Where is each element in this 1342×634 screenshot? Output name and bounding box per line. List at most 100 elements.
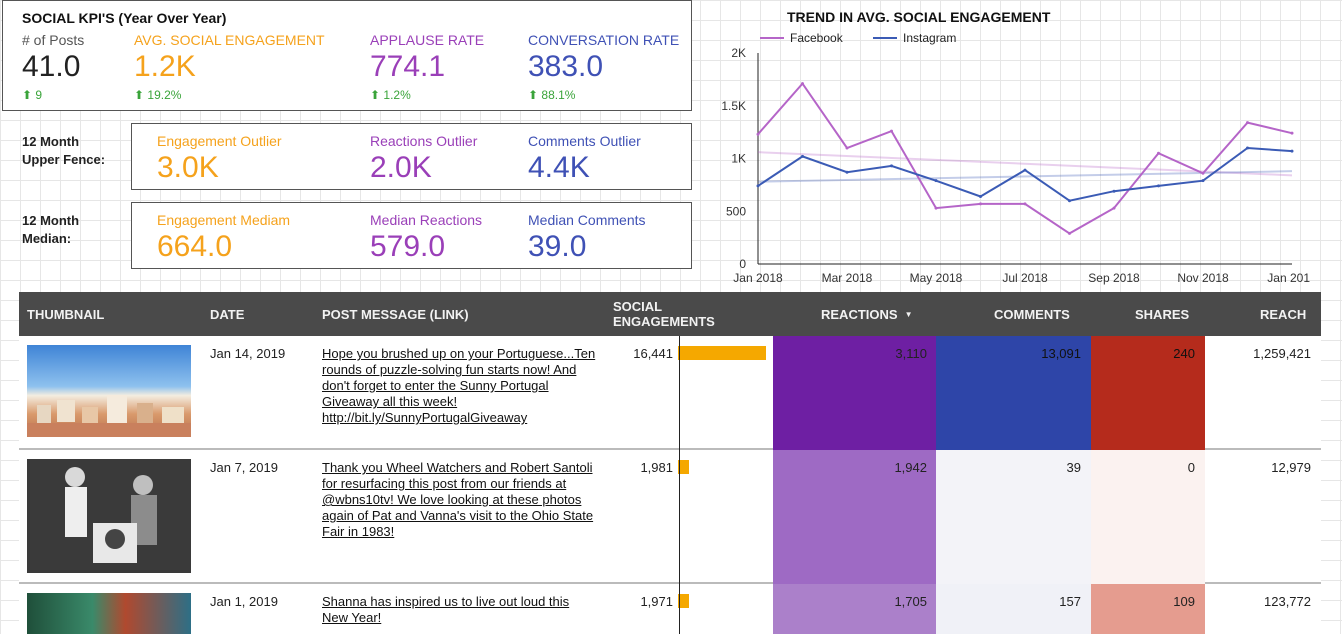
facebook-point[interactable] xyxy=(1246,121,1249,125)
engagement-outlier-value: 3.0K xyxy=(157,151,219,184)
kpi-conversation-delta: ⬆ 88.1% xyxy=(528,88,679,102)
shares-heat-cell xyxy=(1091,336,1205,450)
median-comments-value: 39.0 xyxy=(528,230,587,263)
thumbnail-image[interactable] xyxy=(27,345,191,437)
instagram-point[interactable] xyxy=(1068,199,1071,203)
instagram-point[interactable] xyxy=(1157,184,1160,188)
kpi-applause-delta: ⬆ 1.2% xyxy=(370,88,484,102)
facebook-point[interactable] xyxy=(1112,206,1116,210)
thumbnail-image[interactable] xyxy=(27,593,191,634)
facebook-point[interactable] xyxy=(1157,151,1160,155)
x-tick-label: Mar 2018 xyxy=(822,271,873,285)
header-shares[interactable]: SHARES xyxy=(1135,306,1190,322)
post-reach: 1,259,421 xyxy=(1253,346,1311,361)
instagram-point[interactable] xyxy=(756,184,760,188)
median-reactions-value: 579.0 xyxy=(370,230,446,263)
table-header: THUMBNAIL DATE POST MESSAGE (LINK) SOCIA… xyxy=(19,292,1321,336)
y-tick-label: 500 xyxy=(726,204,746,218)
engagement-outlier-label: Engagement Outlier xyxy=(157,133,282,149)
y-tick-label: 0 xyxy=(739,257,746,271)
facebook-point[interactable] xyxy=(934,206,938,210)
kpi-applause-value: 774.1 xyxy=(370,50,446,83)
legend-instagram[interactable]: Instagram xyxy=(873,31,956,45)
median-reactions-label: Median Reactions xyxy=(370,212,483,228)
thumbnail-image[interactable] xyxy=(27,459,191,573)
post-engagements: 1,981 xyxy=(640,460,673,475)
comments-outlier-label: Comments Outlier xyxy=(528,133,641,149)
post-shares: 240 xyxy=(1173,346,1195,361)
legend-facebook[interactable]: Facebook xyxy=(760,31,843,45)
legend-facebook-label: Facebook xyxy=(790,31,843,45)
facebook-point[interactable] xyxy=(979,202,982,206)
posts-table: Jan 14, 2019 Hope you brushed up on your… xyxy=(19,336,1321,634)
legend-instagram-swatch xyxy=(873,37,897,39)
header-thumbnail[interactable]: THUMBNAIL xyxy=(27,306,105,322)
header-reach[interactable]: REACH xyxy=(1260,306,1307,322)
instagram-point[interactable] xyxy=(1246,146,1249,150)
x-tick-label: Jul 2018 xyxy=(1002,271,1048,285)
instagram-trend-line xyxy=(757,170,1293,183)
instagram-point[interactable] xyxy=(1112,189,1116,193)
instagram-point[interactable] xyxy=(979,194,982,198)
instagram-point[interactable] xyxy=(1201,179,1205,183)
header-date[interactable]: DATE xyxy=(210,306,245,322)
post-shares: 0 xyxy=(1187,460,1195,475)
facebook-point[interactable] xyxy=(801,82,804,86)
engagement-bar xyxy=(678,594,689,608)
up-arrow-icon: ⬆ xyxy=(134,88,145,102)
header-engagements-line1: SOCIAL xyxy=(613,299,663,314)
engagement-median: Engagement Mediam 664.0 xyxy=(157,212,290,264)
facebook-series-line[interactable] xyxy=(757,81,1293,235)
post-reactions: 1,705 xyxy=(894,594,927,609)
facebook-point[interactable] xyxy=(756,132,760,136)
kpi-engagement: AVG. SOCIAL ENGAGEMENT 1.2K ⬆ 19.2% xyxy=(134,32,325,102)
header-message[interactable]: POST MESSAGE (LINK) xyxy=(322,306,469,322)
post-comments: 157 xyxy=(1059,594,1081,609)
median-panel xyxy=(131,202,692,269)
post-message-link[interactable]: Shanna has inspired us to live out loud … xyxy=(322,594,570,625)
post-reach: 12,979 xyxy=(1271,460,1311,475)
facebook-point[interactable] xyxy=(1201,171,1205,175)
post-message-link[interactable]: Hope you brushed up on your Portuguese..… xyxy=(322,346,596,425)
facebook-point[interactable] xyxy=(1068,231,1071,235)
kpi-engagement-label: AVG. SOCIAL ENGAGEMENT xyxy=(134,32,325,48)
kpi-posts-delta: ⬆ 9 xyxy=(22,88,84,102)
header-engagements[interactable]: SOCIAL ENGAGEMENTS xyxy=(613,292,715,336)
engagement-axis-line xyxy=(679,336,680,634)
facebook-point[interactable] xyxy=(845,146,849,150)
facebook-trend-line xyxy=(757,151,1293,177)
kpi-applause-delta-value: 1.2% xyxy=(383,88,411,102)
x-tick-label: Jan 2018 xyxy=(733,271,783,285)
shares-heat-cell xyxy=(1091,450,1205,584)
facebook-point[interactable] xyxy=(890,129,893,133)
x-tick-label: Jan 2019 xyxy=(1267,271,1310,285)
kpi-applause-label: APPLAUSE RATE xyxy=(370,32,485,48)
instagram-point[interactable] xyxy=(845,170,849,174)
post-message-link[interactable]: Thank you Wheel Watchers and Robert Sant… xyxy=(322,460,594,539)
reactions-outlier: Reactions Outlier 2.0K xyxy=(370,133,477,185)
instagram-point[interactable] xyxy=(801,154,804,158)
table-row: Jan 14, 2019 Hope you brushed up on your… xyxy=(19,336,1321,450)
facebook-point[interactable] xyxy=(1023,202,1027,206)
y-tick-label: 1K xyxy=(731,152,746,166)
facebook-point[interactable] xyxy=(1290,131,1294,135)
header-comments[interactable]: COMMENTS xyxy=(994,306,1070,322)
kpi-panel xyxy=(2,0,692,111)
engagement-trend-chart: 0 500 1K 1.5K 2K Jan 2018 Mar 2018 May 2018 Jul … xyxy=(721,46,1310,285)
table-row: Jan 1, 2019 Shanna has inspired us to li… xyxy=(19,584,1321,634)
x-tick-label: Sep 2018 xyxy=(1088,271,1140,285)
legend-facebook-swatch xyxy=(760,37,784,39)
instagram-point[interactable] xyxy=(1290,149,1294,153)
kpi-posts-delta-value: 9 xyxy=(35,88,43,102)
post-engagements: 16,441 xyxy=(633,346,673,361)
comments-outlier-value: 4.4K xyxy=(528,151,590,184)
header-reactions[interactable]: REACTIONS ▼ xyxy=(821,292,912,336)
reactions-heat-cell xyxy=(773,336,936,450)
instagram-point[interactable] xyxy=(890,164,893,168)
instagram-point[interactable] xyxy=(934,179,938,183)
kpi-engagement-value: 1.2K xyxy=(134,50,196,83)
instagram-point[interactable] xyxy=(1023,168,1027,172)
up-arrow-icon: ⬆ xyxy=(528,88,539,102)
kpi-conversation-label: CONVERSATION RATE xyxy=(528,32,680,48)
up-arrow-icon: ⬆ xyxy=(22,88,33,102)
